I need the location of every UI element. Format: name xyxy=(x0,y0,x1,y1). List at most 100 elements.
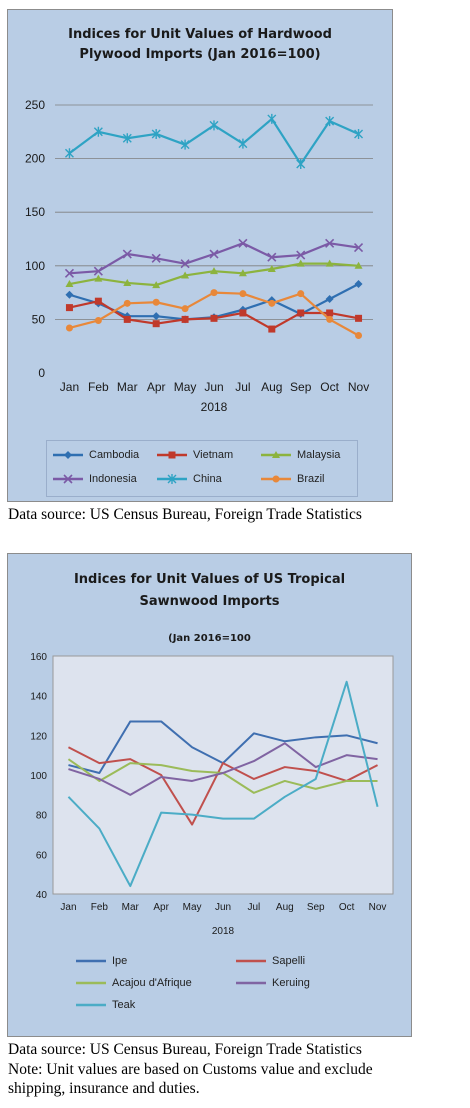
x-tick-label: Apr xyxy=(147,380,166,394)
x-tick-label: Sep xyxy=(307,902,325,913)
data-point-indonesia xyxy=(238,238,248,248)
data-point-china xyxy=(238,138,248,149)
legend-swatch xyxy=(53,474,83,484)
legend-item-vietnam: Vietnam xyxy=(157,449,233,461)
sawnwood-chart-title-line2: Sawnwood Imports xyxy=(139,594,280,609)
x-axis-label: 2018 xyxy=(212,926,235,937)
data-point-malaysia xyxy=(65,280,74,288)
series-teak xyxy=(67,680,379,888)
sawnwood-chart-legend: Ipe Sapelli Acajou d'Afrique Keruing Teak xyxy=(46,951,376,1031)
plywood-chart-plot: 0 50 100 150 200 250 Jan Feb Mar Apr May Jun Jul Aug S… xyxy=(25,98,374,414)
y-tick-label: 160 xyxy=(30,652,47,663)
data-point-malaysia xyxy=(94,274,103,282)
series-line-sapelli xyxy=(67,746,379,826)
plywood-chart-title-line2: Plywood Imports (Jan 2016=100) xyxy=(79,47,321,62)
legend-label: Teak xyxy=(112,999,136,1011)
x-tick-label: Jan xyxy=(60,380,79,394)
x-tick-label: Oct xyxy=(320,380,339,394)
x-tick-label: Aug xyxy=(276,902,294,913)
data-point-china xyxy=(296,158,306,169)
sawnwood-chart-title-line1: Indices for Unit Values of US Tropical xyxy=(73,572,346,587)
x-tick-label: Jul xyxy=(248,902,261,913)
plot-area xyxy=(54,104,374,374)
legend-item-china: China xyxy=(157,473,222,485)
data-point-indonesia xyxy=(209,249,219,259)
legend-label: Indonesia xyxy=(89,473,137,485)
data-point-malaysia xyxy=(210,267,218,275)
legend-swatch xyxy=(236,981,266,985)
legend-label: Ipe xyxy=(112,955,128,967)
data-point-indonesia xyxy=(180,259,190,269)
legend-label: Sapelli xyxy=(272,955,306,967)
data-point-vietnam xyxy=(297,309,305,317)
sawnwood-note-line1: Note: Unit values are based on Customs v… xyxy=(8,1061,373,1078)
legend-label: China xyxy=(193,473,222,485)
sawnwood-chart-plot: 40 60 80 100 120 140 160 Jan Feb Mar Apr May Jun Jul A… xyxy=(30,652,394,937)
data-point-brazil xyxy=(268,299,276,307)
data-point-malaysia xyxy=(181,271,190,279)
legend-marker xyxy=(63,474,73,484)
x-tick-label: Mar xyxy=(122,902,140,913)
legend-label: Acajou d'Afrique xyxy=(112,977,192,989)
y-tick-label: 40 xyxy=(36,890,48,901)
x-tick-label: May xyxy=(174,380,197,394)
data-point-china xyxy=(180,139,190,150)
data-point-brazil xyxy=(123,299,131,307)
data-point-indonesia xyxy=(122,249,132,259)
sawnwood-chart-subtitle: (Jan 2016=100 xyxy=(168,633,251,644)
data-point-china xyxy=(267,113,277,124)
series-brazil xyxy=(65,289,363,339)
data-point-indonesia xyxy=(353,243,364,253)
legend-swatch xyxy=(157,474,187,484)
data-point-indonesia xyxy=(151,253,161,263)
x-tick-label: Sep xyxy=(290,380,312,394)
data-point-malaysia xyxy=(267,265,276,273)
data-point-brazil xyxy=(239,290,247,298)
data-point-china xyxy=(209,120,219,131)
y-tick-label: 250 xyxy=(25,98,45,112)
data-point-indonesia xyxy=(64,268,75,278)
y-tick-label: 80 xyxy=(36,811,48,822)
data-point-brazil xyxy=(326,315,334,323)
y-tick-label: 0 xyxy=(38,366,45,380)
legend-swatch xyxy=(53,451,83,459)
data-point-vietnam xyxy=(239,309,247,317)
legend-label: Brazil xyxy=(297,473,325,485)
data-point-malaysia xyxy=(238,269,247,277)
plywood-chart-panel: Indices for Unit Values of Hardwood Plyw… xyxy=(7,9,393,502)
legend-swatch xyxy=(157,451,187,459)
legend-label: Malaysia xyxy=(297,449,341,461)
data-point-china xyxy=(354,128,364,139)
data-point-vietnam xyxy=(326,309,334,317)
data-point-china xyxy=(64,148,74,159)
legend-swatch xyxy=(76,981,106,985)
data-point-malaysia xyxy=(325,259,334,267)
plot-area xyxy=(52,655,394,895)
sawnwood-data-source: Data source: US Census Bureau, Foreign T… xyxy=(8,1041,362,1058)
plywood-chart-legend: Cambodia Vietnam Malaysia Indonesia China Bra… xyxy=(46,440,358,497)
data-point-brazil xyxy=(181,305,189,313)
y-tick-label: 150 xyxy=(25,205,45,219)
legend-label: Cambodia xyxy=(89,449,140,461)
x-tick-label: Mar xyxy=(117,380,138,394)
legend-swatch xyxy=(236,959,266,963)
x-tick-label: Aug xyxy=(261,380,282,394)
data-point-brazil xyxy=(94,316,102,324)
x-tick-label: Feb xyxy=(91,902,109,913)
data-point-brazil xyxy=(210,289,218,297)
data-point-china xyxy=(122,133,132,144)
data-point-vietnam xyxy=(181,315,189,323)
data-point-brazil xyxy=(65,324,73,332)
legend-marker xyxy=(64,451,72,459)
sawnwood-note-line2: shipping, insurance and duties. xyxy=(8,1080,200,1097)
data-point-cambodia xyxy=(325,295,334,304)
series-china xyxy=(64,113,364,169)
x-tick-label: Jan xyxy=(60,902,76,913)
legend-item-brazil: Brazil xyxy=(261,473,325,485)
data-point-malaysia xyxy=(354,261,363,269)
series-sapelli xyxy=(67,746,379,826)
series-line-keruing xyxy=(68,742,378,796)
data-point-vietnam xyxy=(94,297,102,305)
series-indonesia xyxy=(64,238,364,278)
y-tick-label: 100 xyxy=(30,771,47,782)
